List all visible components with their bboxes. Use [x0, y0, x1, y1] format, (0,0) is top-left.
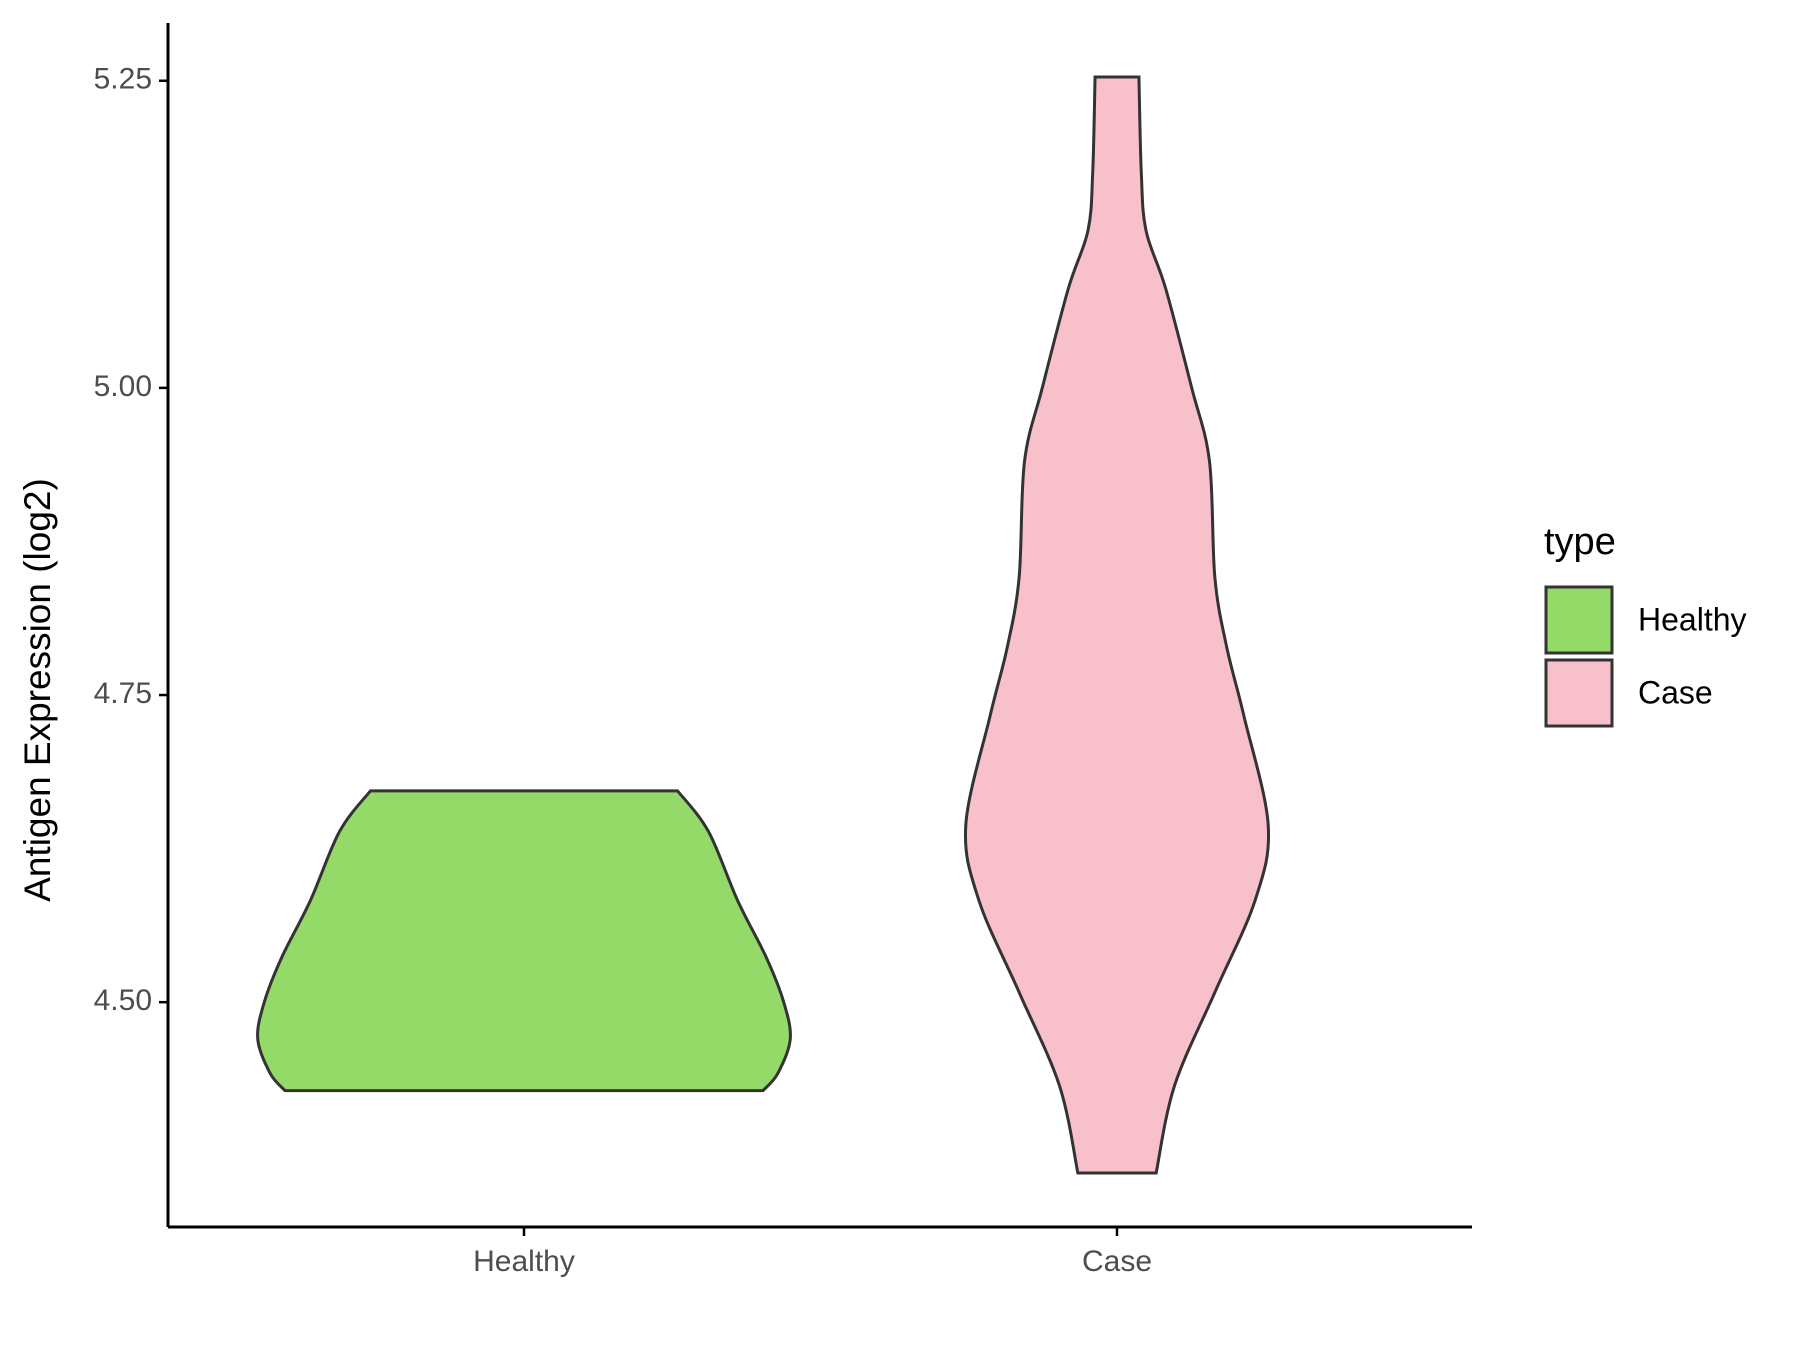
violin [256, 789, 792, 1093]
x-tick-label: Healthy [473, 1245, 575, 1278]
legend-label: Case [1638, 674, 1713, 710]
x-tick-label: Case [1082, 1245, 1152, 1278]
y-tick-label: 4.50 [94, 984, 152, 1017]
y-tick-label: 4.75 [94, 677, 152, 710]
legend-key [1544, 658, 1614, 728]
legend-key [1544, 585, 1614, 655]
y-tick-label: 5.25 [94, 63, 152, 96]
y-axis-title: Antigen Expression (log2) [17, 478, 58, 902]
legend-label: Healthy [1638, 601, 1747, 637]
y-tick-label: 5.00 [94, 370, 152, 403]
legend-title: type [1544, 521, 1616, 563]
violin [963, 75, 1271, 1175]
